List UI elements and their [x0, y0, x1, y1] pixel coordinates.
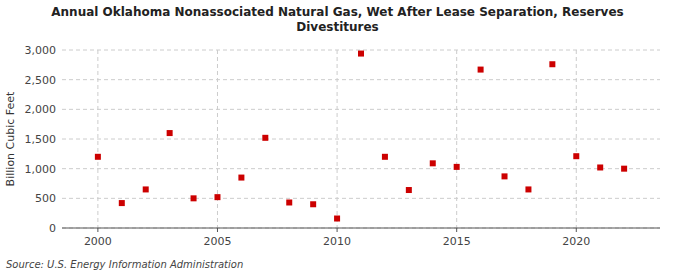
- x-grid-line: [337, 50, 338, 228]
- point: [334, 216, 340, 222]
- x-tick-label: 2020: [562, 235, 590, 248]
- point: [478, 67, 484, 73]
- point: [525, 186, 531, 192]
- y-tick-label: 1,000: [25, 163, 57, 176]
- point: [573, 153, 579, 159]
- y-grid-line: [62, 109, 660, 110]
- point: [95, 154, 101, 160]
- point: [454, 164, 460, 170]
- y-tick-label: 3,000: [25, 44, 57, 57]
- x-tick-label: 2005: [203, 235, 231, 248]
- point: [310, 201, 316, 207]
- chart-svg: Annual Oklahoma Nonassociated Natural Ga…: [0, 0, 675, 275]
- point: [214, 194, 220, 200]
- point: [167, 130, 173, 136]
- grid: [62, 50, 660, 228]
- title-line: Annual Oklahoma Nonassociated Natural Ga…: [51, 5, 623, 19]
- point: [143, 186, 149, 192]
- y-grid-line: [62, 228, 660, 229]
- x-axis-line: [62, 228, 660, 229]
- point: [502, 173, 508, 179]
- chart-container: Annual Oklahoma Nonassociated Natural Ga…: [0, 0, 675, 275]
- point: [119, 200, 125, 206]
- x-tick-mark: [97, 228, 98, 232]
- x-grid-line: [576, 50, 577, 228]
- point: [358, 51, 364, 57]
- x-grid-line: [217, 50, 218, 228]
- y-tick-label: 2,000: [25, 103, 57, 116]
- title-line: Divestitures: [296, 20, 379, 34]
- y-tick-label: 500: [35, 192, 56, 205]
- x-tick-mark: [576, 228, 577, 232]
- y-axis-label: Billion Cubic Feet: [4, 91, 17, 186]
- point: [621, 166, 627, 172]
- point: [549, 61, 555, 67]
- y-grid-line: [62, 139, 660, 140]
- point: [430, 160, 436, 166]
- x-grid-line: [456, 50, 457, 228]
- x-tick-mark: [337, 228, 338, 232]
- y-grid-line: [62, 79, 660, 80]
- point: [262, 135, 268, 141]
- x-tick-label: 2010: [323, 235, 351, 248]
- y-grid-line: [62, 198, 660, 199]
- point: [597, 164, 603, 170]
- points: [95, 51, 627, 222]
- point: [191, 195, 197, 201]
- x-tick-label: 2000: [84, 235, 112, 248]
- y-grid-line: [62, 50, 660, 51]
- x-tick-label: 2015: [443, 235, 471, 248]
- title: Annual Oklahoma Nonassociated Natural Ga…: [51, 5, 623, 34]
- x-grid-line: [97, 50, 98, 228]
- point: [286, 199, 292, 205]
- point: [382, 154, 388, 160]
- point: [406, 187, 412, 193]
- y-tick-label: 1,500: [25, 133, 57, 146]
- x-tick-mark: [456, 228, 457, 232]
- x-tick-mark: [217, 228, 218, 232]
- y-grid-line: [62, 168, 660, 169]
- point: [238, 175, 244, 181]
- y-tick-label: 2,500: [25, 74, 57, 87]
- y-tick-label: 0: [49, 222, 56, 235]
- source: Source: U.S. Energy Information Administ…: [6, 259, 243, 270]
